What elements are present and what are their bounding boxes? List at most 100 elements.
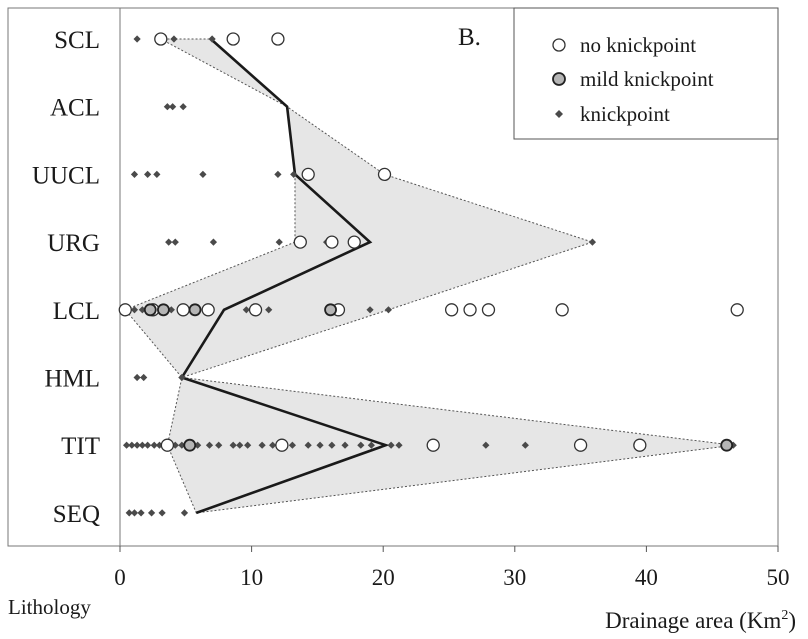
knickpoint-marker — [133, 35, 141, 43]
knickpoint-marker — [180, 509, 189, 517]
knickpoint-marker — [208, 35, 216, 43]
knickpoint-marker — [341, 441, 349, 449]
no-knickpoint-marker — [201, 303, 215, 317]
knickpoint-marker — [169, 103, 177, 111]
knickpoint-marker — [205, 441, 214, 449]
knickpoint-marker — [258, 441, 266, 449]
no-knickpoint-marker — [275, 438, 289, 452]
range-envelope — [124, 38, 734, 514]
knickpoint-marker — [242, 306, 250, 314]
knickpoint-marker — [357, 441, 365, 449]
knickpoint-marker — [133, 373, 141, 382]
knickpoint-marker — [395, 441, 403, 449]
knickpoint-marker — [215, 441, 223, 449]
points-layer — [118, 32, 744, 517]
no-knickpoint-marker — [154, 32, 168, 46]
knickpoint-marker — [482, 441, 490, 449]
knickpoint-marker — [179, 103, 187, 111]
knickpoint-marker — [170, 35, 178, 43]
knickpoint-marker — [130, 509, 139, 517]
mild-knickpoint-marker — [143, 303, 157, 317]
knickpoint-marker — [521, 441, 529, 449]
knickpoint-marker — [125, 509, 133, 517]
x-tick-label: 0 — [114, 565, 126, 590]
knickpoint-marker — [150, 441, 158, 449]
knickpoint-marker — [304, 441, 312, 449]
category-label-urg: URG — [47, 230, 100, 257]
no-knickpoint-marker — [573, 438, 588, 452]
knickpoint-marker — [387, 441, 395, 449]
category-label-acl: ACL — [50, 95, 100, 122]
knickpoint-marker — [130, 170, 139, 178]
knickpoint-marker — [236, 441, 244, 449]
knickpoint-marker — [158, 509, 166, 517]
knickpoint-marker — [274, 170, 282, 178]
median-layer — [179, 38, 390, 515]
envelope-layer — [124, 38, 734, 514]
knickpoint-marker — [244, 441, 252, 449]
mild-knickpoint-marker — [188, 303, 202, 317]
legend: no knickpoint mild knickpoint knickpoint — [513, 7, 779, 140]
no-knickpoint-marker — [271, 32, 285, 46]
category-label-uucl: UUCL — [32, 162, 100, 189]
y-axis-label: Lithology — [8, 595, 91, 619]
knickpoint-marker — [153, 170, 161, 178]
legend-open-circle-marker — [552, 38, 566, 52]
category-label-scl: SCL — [54, 27, 100, 54]
no-knickpoint-marker — [226, 32, 240, 46]
knickpoint-marker — [147, 509, 156, 517]
knickpoint-marker — [122, 441, 131, 449]
x-axis-label: Drainage area (Km2) — [605, 608, 796, 633]
no-knickpoint-marker — [633, 438, 647, 452]
legend-label-no-knickpoint: no knickpoint — [580, 33, 696, 57]
knickpoint-marker — [140, 373, 148, 382]
mild-knickpoint-marker — [720, 438, 734, 452]
knickpoint-marker — [199, 170, 207, 178]
knickpoint-marker — [229, 441, 237, 449]
no-knickpoint-marker — [347, 235, 361, 249]
knickpoint-marker — [269, 441, 277, 449]
x-tick-label: 10 — [240, 565, 263, 590]
panel-label: B. — [458, 24, 481, 51]
no-knickpoint-marker — [444, 303, 459, 317]
x-axis-label-close: ) — [788, 608, 796, 633]
no-knickpoint-marker — [555, 303, 569, 317]
category-label-tit: TIT — [61, 433, 100, 460]
no-knickpoint-marker — [325, 235, 339, 249]
knickpoint-marker — [171, 238, 179, 246]
no-knickpoint-marker — [301, 167, 315, 182]
category-label-hml: HML — [44, 366, 100, 393]
no-knickpoint-marker — [377, 167, 392, 182]
no-knickpoint-marker — [730, 303, 744, 317]
knickpoint-marker — [163, 103, 171, 111]
legend-label-knickpoint: knickpoint — [580, 102, 670, 126]
no-knickpoint-marker — [176, 303, 190, 317]
knickpoint-marker — [328, 441, 336, 449]
knickpoint-marker — [275, 238, 283, 246]
x-tick-label: 20 — [372, 565, 395, 590]
x-tick-label: 50 — [767, 565, 790, 590]
x-axis-label-main: Drainage area (Km — [605, 608, 781, 633]
legend-label-mild-knickpoint: mild knickpoint — [580, 67, 714, 91]
category-label-lcl: LCL — [53, 298, 100, 325]
x-tick-label: 40 — [635, 565, 658, 590]
knickpoint-marker — [209, 238, 218, 246]
x-tick-label: 30 — [503, 565, 526, 590]
knickpoint-marker — [290, 170, 298, 178]
median-line — [179, 38, 390, 515]
knickpoint-marker — [384, 306, 393, 314]
knickpoint-marker — [165, 238, 173, 246]
knickpoint-marker — [366, 306, 374, 314]
legend-gray-circle-marker — [552, 72, 566, 86]
no-knickpoint-marker — [426, 438, 440, 452]
knickpoint-marker — [588, 238, 597, 246]
knickpoint-marker — [144, 441, 152, 449]
category-label-seq: SEQ — [53, 501, 100, 528]
knickpoint-marker — [367, 441, 375, 449]
legend-diamond-marker — [555, 110, 563, 118]
mild-knickpoint-marker — [183, 438, 197, 452]
mild-knickpoint-marker — [324, 303, 337, 317]
knickpoint-marker — [130, 306, 139, 314]
x-axis-ticks: 0 10 20 30 40 50 — [114, 546, 790, 590]
